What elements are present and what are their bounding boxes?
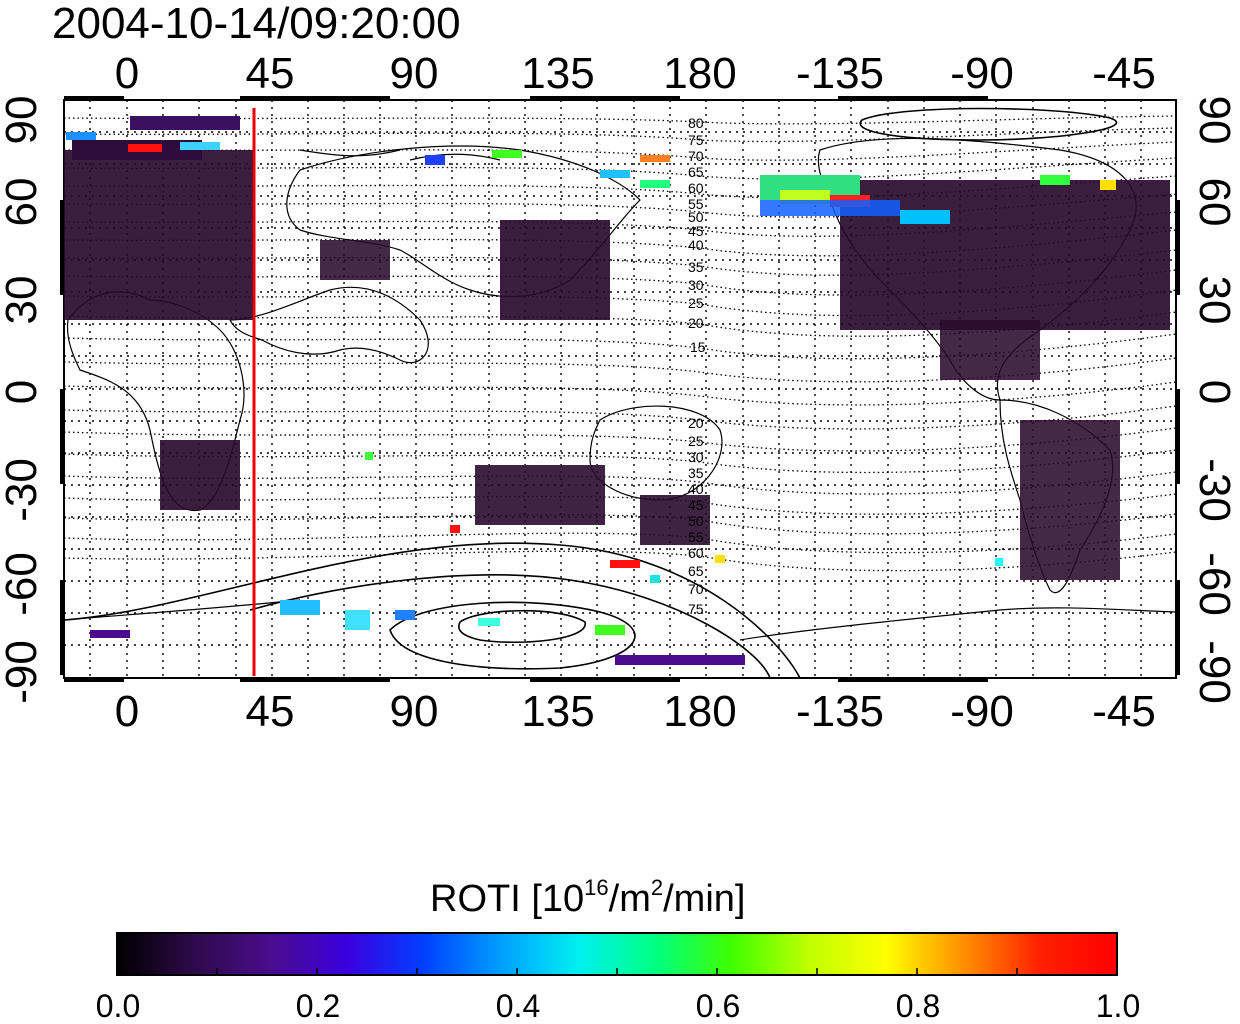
contour-label: 30 bbox=[688, 277, 704, 293]
contour-label: 35 bbox=[688, 465, 704, 481]
contour-label: 80 bbox=[688, 115, 704, 131]
contour-label: 65 bbox=[688, 563, 704, 579]
contour-label: 75 bbox=[688, 132, 704, 148]
top-lon-label: -135 bbox=[795, 49, 885, 98]
contour-label: 70 bbox=[688, 581, 704, 597]
magnetic-contours-polar bbox=[63, 107, 1118, 679]
colorbar bbox=[116, 932, 1118, 976]
colorbar-tick-label: 0.8 bbox=[895, 988, 941, 1024]
contour-label: 20 bbox=[688, 315, 704, 331]
contour-label: 20 bbox=[688, 415, 704, 431]
bottom-lon-label: -135 bbox=[795, 687, 885, 736]
bottom-lon-label: 180 bbox=[663, 687, 737, 736]
contour-label: 55 bbox=[688, 196, 704, 212]
top-lon-label: -45 bbox=[1092, 49, 1156, 98]
contour-label: 75 bbox=[688, 601, 704, 617]
roti-world-map: 80 75 70 65 60 55 50 45 40 35 30 25 20 1… bbox=[60, 96, 1180, 682]
map-title: 2004-10-14/09:20:00 bbox=[52, 0, 461, 48]
contour-label: 40 bbox=[688, 237, 704, 253]
colorbar-title-end: /min] bbox=[663, 878, 746, 920]
colorbar-title-sup1: 16 bbox=[584, 875, 609, 900]
bottom-lon-label: -90 bbox=[950, 687, 1014, 736]
contour-labels: 80 75 70 65 60 55 50 45 40 35 30 25 20 1… bbox=[688, 115, 706, 617]
contour-label: 50 bbox=[688, 513, 704, 529]
top-lon-label: 0 bbox=[114, 49, 140, 98]
coastlines bbox=[63, 137, 1177, 641]
contour-label: 45 bbox=[688, 497, 704, 513]
top-lon-label: -90 bbox=[950, 49, 1014, 98]
contour-label: 15 bbox=[690, 339, 706, 355]
contour-label: 25 bbox=[688, 433, 704, 449]
contour-label: 30 bbox=[688, 449, 704, 465]
axis-bars bbox=[60, 96, 1180, 682]
magnetic-contours-south bbox=[63, 405, 1177, 572]
colorbar-ticks bbox=[216, 968, 1018, 975]
colorbar-title-main: ROTI [10 bbox=[430, 878, 585, 920]
contour-label: 70 bbox=[688, 148, 704, 164]
bottom-lon-label: 135 bbox=[521, 687, 595, 736]
colorbar-tick-label: 0.4 bbox=[495, 988, 541, 1024]
bottom-lon-label: 0 bbox=[114, 687, 140, 736]
contour-label: 50 bbox=[688, 209, 704, 225]
colorbar-title-sup2: 2 bbox=[650, 875, 664, 900]
contour-label: 35 bbox=[688, 259, 704, 275]
colorbar-tick-label: 0.6 bbox=[695, 988, 741, 1024]
graticule bbox=[64, 100, 1176, 678]
bottom-lon-label: 45 bbox=[245, 687, 295, 736]
contour-label: 45 bbox=[688, 223, 704, 239]
roti-data-cells bbox=[64, 116, 1170, 665]
top-lon-label: 90 bbox=[389, 49, 439, 98]
contour-label: 65 bbox=[688, 164, 704, 180]
colorbar-tick-label: 0.0 bbox=[95, 988, 141, 1024]
contour-label: 25 bbox=[688, 295, 704, 311]
contour-label: 60 bbox=[688, 180, 704, 196]
colorbar-title-mid: /m bbox=[608, 878, 651, 920]
colorbar-tick-label: 1.0 bbox=[1095, 988, 1141, 1024]
contour-label: 40 bbox=[688, 481, 704, 497]
top-lon-label: 135 bbox=[521, 49, 595, 98]
colorbar-tick-label: 0.2 bbox=[295, 988, 341, 1024]
bottom-lon-label: 90 bbox=[389, 687, 439, 736]
top-lon-label: 45 bbox=[245, 49, 295, 98]
colorbar-title: ROTI [1016/m2/min] bbox=[430, 875, 746, 921]
bottom-lon-label: -45 bbox=[1092, 687, 1156, 736]
contour-label: 55 bbox=[688, 529, 704, 545]
top-lon-label: 180 bbox=[663, 49, 737, 98]
contour-label: 60 bbox=[688, 545, 704, 561]
